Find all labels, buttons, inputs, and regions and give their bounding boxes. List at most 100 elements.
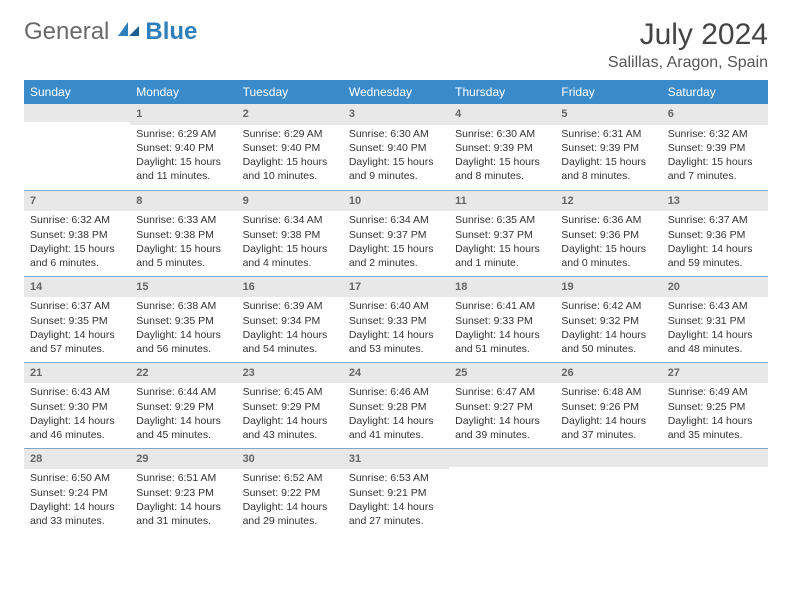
day-number: 21 [24, 363, 130, 384]
daylight-text: Daylight: 14 hours and 33 minutes. [30, 500, 124, 528]
sunrise-text: Sunrise: 6:53 AM [349, 471, 443, 485]
day-details: Sunrise: 6:48 AMSunset: 9:26 PMDaylight:… [555, 383, 661, 446]
day-details: Sunrise: 6:49 AMSunset: 9:25 PMDaylight:… [662, 383, 768, 446]
day-number [449, 449, 555, 467]
daylight-text: Daylight: 15 hours and 7 minutes. [668, 155, 762, 183]
sunset-text: Sunset: 9:37 PM [455, 228, 549, 242]
day-number: 3 [343, 104, 449, 125]
day-number: 1 [130, 104, 236, 125]
sunset-text: Sunset: 9:38 PM [136, 228, 230, 242]
calendar-day-cell: 26Sunrise: 6:48 AMSunset: 9:26 PMDayligh… [555, 362, 661, 448]
day-details: Sunrise: 6:53 AMSunset: 9:21 PMDaylight:… [343, 469, 449, 532]
weekday-header: Wednesday [343, 80, 449, 104]
brand-part2: Blue [145, 18, 197, 46]
day-number: 25 [449, 363, 555, 384]
sunset-text: Sunset: 9:21 PM [349, 486, 443, 500]
day-number: 4 [449, 104, 555, 125]
weekday-header: Saturday [662, 80, 768, 104]
daylight-text: Daylight: 15 hours and 5 minutes. [136, 242, 230, 270]
calendar-week-row: 14Sunrise: 6:37 AMSunset: 9:35 PMDayligh… [24, 276, 768, 362]
sunrise-text: Sunrise: 6:31 AM [561, 127, 655, 141]
calendar-day-cell: 12Sunrise: 6:36 AMSunset: 9:36 PMDayligh… [555, 190, 661, 276]
sunrise-text: Sunrise: 6:49 AM [668, 385, 762, 399]
sunset-text: Sunset: 9:25 PM [668, 400, 762, 414]
sunset-text: Sunset: 9:29 PM [243, 400, 337, 414]
daylight-text: Daylight: 14 hours and 29 minutes. [243, 500, 337, 528]
brand-part1: General [24, 18, 109, 46]
calendar-day-cell: 15Sunrise: 6:38 AMSunset: 9:35 PMDayligh… [130, 276, 236, 362]
sunrise-text: Sunrise: 6:30 AM [349, 127, 443, 141]
weekday-header: Monday [130, 80, 236, 104]
calendar-day-cell: 14Sunrise: 6:37 AMSunset: 9:35 PMDayligh… [24, 276, 130, 362]
day-details: Sunrise: 6:37 AMSunset: 9:36 PMDaylight:… [662, 211, 768, 274]
calendar-day-cell: 24Sunrise: 6:46 AMSunset: 9:28 PMDayligh… [343, 362, 449, 448]
sunset-text: Sunset: 9:23 PM [136, 486, 230, 500]
daylight-text: Daylight: 14 hours and 45 minutes. [136, 414, 230, 442]
sunrise-text: Sunrise: 6:34 AM [243, 213, 337, 227]
sail-icon [115, 18, 141, 46]
calendar-day-cell: 28Sunrise: 6:50 AMSunset: 9:24 PMDayligh… [24, 448, 130, 534]
sunset-text: Sunset: 9:27 PM [455, 400, 549, 414]
day-number: 2 [237, 104, 343, 125]
calendar-day-cell: 29Sunrise: 6:51 AMSunset: 9:23 PMDayligh… [130, 448, 236, 534]
weekday-header: Tuesday [237, 80, 343, 104]
title-block: July 2024 Salillas, Aragon, Spain [608, 18, 768, 72]
calendar-day-cell: 31Sunrise: 6:53 AMSunset: 9:21 PMDayligh… [343, 448, 449, 534]
daylight-text: Daylight: 15 hours and 6 minutes. [30, 242, 124, 270]
day-details: Sunrise: 6:30 AMSunset: 9:39 PMDaylight:… [449, 125, 555, 188]
calendar-day-cell: 17Sunrise: 6:40 AMSunset: 9:33 PMDayligh… [343, 276, 449, 362]
sunrise-text: Sunrise: 6:52 AM [243, 471, 337, 485]
calendar-day-cell: 1Sunrise: 6:29 AMSunset: 9:40 PMDaylight… [130, 104, 236, 190]
day-details: Sunrise: 6:29 AMSunset: 9:40 PMDaylight:… [237, 125, 343, 188]
calendar-day-cell: 25Sunrise: 6:47 AMSunset: 9:27 PMDayligh… [449, 362, 555, 448]
calendar-day-cell: 21Sunrise: 6:43 AMSunset: 9:30 PMDayligh… [24, 362, 130, 448]
day-number: 30 [237, 449, 343, 470]
brand-logo: General Blue [24, 18, 197, 46]
sunrise-text: Sunrise: 6:33 AM [136, 213, 230, 227]
day-number: 10 [343, 191, 449, 212]
day-details: Sunrise: 6:51 AMSunset: 9:23 PMDaylight:… [130, 469, 236, 532]
day-details: Sunrise: 6:52 AMSunset: 9:22 PMDaylight:… [237, 469, 343, 532]
sunrise-text: Sunrise: 6:46 AM [349, 385, 443, 399]
calendar-day-cell: 5Sunrise: 6:31 AMSunset: 9:39 PMDaylight… [555, 104, 661, 190]
calendar-day-cell: 22Sunrise: 6:44 AMSunset: 9:29 PMDayligh… [130, 362, 236, 448]
daylight-text: Daylight: 15 hours and 0 minutes. [561, 242, 655, 270]
sunrise-text: Sunrise: 6:36 AM [561, 213, 655, 227]
calendar-week-row: 7Sunrise: 6:32 AMSunset: 9:38 PMDaylight… [24, 190, 768, 276]
daylight-text: Daylight: 14 hours and 50 minutes. [561, 328, 655, 356]
calendar-day-cell: 16Sunrise: 6:39 AMSunset: 9:34 PMDayligh… [237, 276, 343, 362]
sunrise-text: Sunrise: 6:38 AM [136, 299, 230, 313]
day-details: Sunrise: 6:30 AMSunset: 9:40 PMDaylight:… [343, 125, 449, 188]
sunset-text: Sunset: 9:24 PM [30, 486, 124, 500]
sunset-text: Sunset: 9:39 PM [561, 141, 655, 155]
daylight-text: Daylight: 14 hours and 27 minutes. [349, 500, 443, 528]
daylight-text: Daylight: 14 hours and 51 minutes. [455, 328, 549, 356]
sunset-text: Sunset: 9:33 PM [455, 314, 549, 328]
sunrise-text: Sunrise: 6:39 AM [243, 299, 337, 313]
sunrise-text: Sunrise: 6:40 AM [349, 299, 443, 313]
sunrise-text: Sunrise: 6:37 AM [30, 299, 124, 313]
day-number: 17 [343, 277, 449, 298]
calendar-day-cell: 8Sunrise: 6:33 AMSunset: 9:38 PMDaylight… [130, 190, 236, 276]
daylight-text: Daylight: 14 hours and 35 minutes. [668, 414, 762, 442]
calendar-day-cell: 7Sunrise: 6:32 AMSunset: 9:38 PMDaylight… [24, 190, 130, 276]
calendar-day-cell: 9Sunrise: 6:34 AMSunset: 9:38 PMDaylight… [237, 190, 343, 276]
sunset-text: Sunset: 9:36 PM [561, 228, 655, 242]
day-number: 5 [555, 104, 661, 125]
calendar-day-cell: 4Sunrise: 6:30 AMSunset: 9:39 PMDaylight… [449, 104, 555, 190]
daylight-text: Daylight: 14 hours and 59 minutes. [668, 242, 762, 270]
day-number: 19 [555, 277, 661, 298]
day-details: Sunrise: 6:46 AMSunset: 9:28 PMDaylight:… [343, 383, 449, 446]
sunset-text: Sunset: 9:26 PM [561, 400, 655, 414]
day-number: 27 [662, 363, 768, 384]
weekday-header: Sunday [24, 80, 130, 104]
sunset-text: Sunset: 9:22 PM [243, 486, 337, 500]
calendar-day-cell: 30Sunrise: 6:52 AMSunset: 9:22 PMDayligh… [237, 448, 343, 534]
sunrise-text: Sunrise: 6:29 AM [136, 127, 230, 141]
daylight-text: Daylight: 15 hours and 11 minutes. [136, 155, 230, 183]
day-number: 11 [449, 191, 555, 212]
daylight-text: Daylight: 15 hours and 2 minutes. [349, 242, 443, 270]
day-number [555, 449, 661, 467]
daylight-text: Daylight: 14 hours and 41 minutes. [349, 414, 443, 442]
sunset-text: Sunset: 9:39 PM [455, 141, 549, 155]
